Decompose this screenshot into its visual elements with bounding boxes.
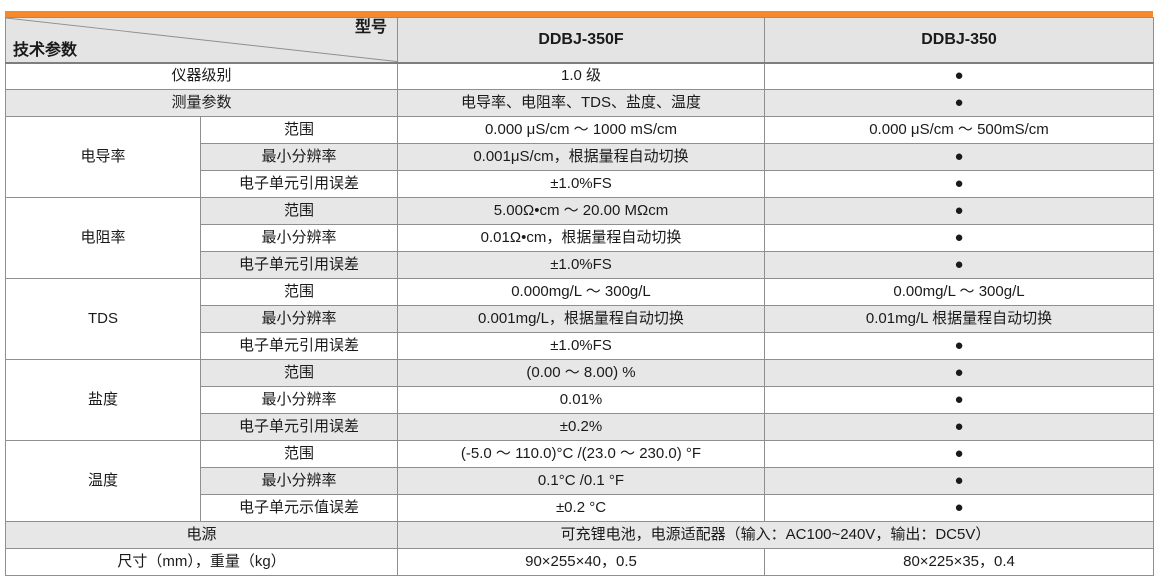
- value-ddbj-350f: 0.000 μS/cm ～ 1000 mS/cm: [397, 116, 765, 144]
- group-label-conductivity: 电导率: [5, 116, 201, 198]
- table-row: 盐度 范围 (0.00 ～ 8.00) % ●: [5, 359, 1154, 441]
- diagonal-divider: [6, 18, 393, 61]
- value-ddbj-350: 0.01mg/L 根据量程自动切换: [764, 305, 1154, 333]
- value-ddbj-350: 0.00mg/L ～ 300g/L: [764, 278, 1154, 306]
- value-ddbj-350f: 0.001mg/L，根据量程自动切换: [397, 305, 765, 333]
- value-ddbj-350f: (-5.0 ～ 110.0)°C /(23.0 ～ 230.0) °F: [397, 440, 765, 468]
- param-label: 电子单元引用误差: [200, 413, 398, 441]
- header-row: 型号 技术参数 DDBJ-350F DDBJ-350: [5, 17, 1154, 64]
- value-dot-ddbj-350: ●: [764, 359, 1154, 387]
- group-label-temperature: 温度: [5, 440, 201, 522]
- table-row-power: 电源 可充锂电池，电源适配器（输入：AC100~240V，输出：DC5V）: [5, 521, 1154, 549]
- model-header-ddbj-350: DDBJ-350: [764, 17, 1154, 64]
- value-dot-ddbj-350: ●: [764, 440, 1154, 468]
- value-ddbj-350f: 0.01%: [397, 386, 765, 414]
- table-row: 电导率 范围 0.000 μS/cm ～ 1000 mS/cm 0.000 μS…: [5, 116, 1154, 198]
- table-row-size-weight: 尺寸（mm），重量（kg） 90×255×40，0.5 80×225×35，0.…: [5, 548, 1154, 576]
- spec-table: 型号 技术参数 DDBJ-350F DDBJ-350 仪器级别 1.0 级 ● …: [5, 17, 1154, 576]
- value-ddbj-350f: 电导率、电阻率、TDS、盐度、温度: [397, 89, 765, 117]
- value-dot-ddbj-350: ●: [764, 386, 1154, 414]
- value-ddbj-350f: ±0.2%: [397, 413, 765, 441]
- size-value-ddbj-350: 80×225×35，0.4: [764, 548, 1154, 576]
- value-dot-ddbj-350: ●: [764, 197, 1154, 225]
- group-label-salinity: 盐度: [5, 359, 201, 441]
- value-dot-ddbj-350: ●: [764, 467, 1154, 495]
- table-row: 电子单元引用误差 ±0.2% ●: [6, 413, 1154, 441]
- param-label: 电子单元引用误差: [200, 332, 398, 360]
- table-row: TDS 范围 0.000mg/L ～ 300g/L 0.00mg/L ～ 300…: [5, 278, 1154, 360]
- value-dot-ddbj-350: ●: [764, 89, 1154, 117]
- table-row: 电子单元示值误差 ±0.2 °C ●: [6, 494, 1154, 522]
- param-label: 最小分辨率: [200, 305, 398, 333]
- accent-bar: [5, 11, 1153, 17]
- param-label: 范围: [200, 278, 398, 306]
- row-label: 测量参数: [5, 89, 398, 117]
- row-label: 仪器级别: [5, 62, 398, 90]
- value-dot-ddbj-350: ●: [764, 224, 1154, 252]
- table-row: 电子单元引用误差 ±1.0%FS ●: [6, 170, 1154, 198]
- param-label: 范围: [200, 440, 398, 468]
- value-ddbj-350f: (0.00 ～ 8.00) %: [397, 359, 765, 387]
- table-row-measured-params: 测量参数 电导率、电阻率、TDS、盐度、温度 ●: [5, 89, 1154, 117]
- table-row: 电子单元引用误差 ±1.0%FS ●: [6, 332, 1154, 360]
- group-label-resistivity: 电阻率: [5, 197, 201, 279]
- value-dot-ddbj-350: ●: [764, 251, 1154, 279]
- value-ddbj-350f: 0.01Ω•cm，根据量程自动切换: [397, 224, 765, 252]
- value-dot-ddbj-350: ●: [764, 494, 1154, 522]
- table-row: 最小分辨率 0.001mg/L，根据量程自动切换 0.01mg/L 根据量程自动…: [6, 305, 1154, 333]
- size-value-ddbj-350f: 90×255×40，0.5: [397, 548, 765, 576]
- param-label: 最小分辨率: [200, 467, 398, 495]
- value-ddbj-350f: ±1.0%FS: [397, 170, 765, 198]
- power-value: 可充锂电池，电源适配器（输入：AC100~240V，输出：DC5V）: [397, 521, 1154, 549]
- param-label: 最小分辨率: [200, 224, 398, 252]
- param-label: 电子单元示值误差: [200, 494, 398, 522]
- param-label: 范围: [200, 116, 398, 144]
- value-dot-ddbj-350: ●: [764, 413, 1154, 441]
- param-label: 范围: [200, 359, 398, 387]
- param-label: 最小分辨率: [200, 143, 398, 171]
- corner-label-tech-params: 技术参数: [13, 41, 78, 59]
- table-row-instrument-grade: 仪器级别 1.0 级 ●: [5, 62, 1154, 90]
- corner-header-cell: 型号 技术参数: [5, 17, 398, 64]
- value-dot-ddbj-350: ●: [764, 170, 1154, 198]
- row-label-size-weight: 尺寸（mm），重量（kg）: [5, 548, 398, 576]
- table-row: 温度 范围 (-5.0 ～ 110.0)°C /(23.0 ～ 230.0) °…: [5, 440, 1154, 522]
- model-header-ddbj-350f: DDBJ-350F: [397, 17, 765, 64]
- param-label: 电子单元引用误差: [200, 251, 398, 279]
- value-ddbj-350f: ±1.0%FS: [397, 332, 765, 360]
- value-ddbj-350: 0.000 μS/cm ～ 500mS/cm: [764, 116, 1154, 144]
- value-dot-ddbj-350: ●: [764, 143, 1154, 171]
- corner-label-model: 型号: [354, 19, 387, 36]
- param-label: 最小分辨率: [200, 386, 398, 414]
- value-ddbj-350f: 0.1°C /0.1 °F: [397, 467, 765, 495]
- table-row: 最小分辨率 0.1°C /0.1 °F ●: [6, 467, 1154, 495]
- table-row: 电子单元引用误差 ±1.0%FS ●: [6, 251, 1154, 279]
- row-label-power: 电源: [5, 521, 398, 549]
- param-label: 范围: [200, 197, 398, 225]
- group-label-tds: TDS: [5, 278, 201, 360]
- value-ddbj-350f: 1.0 级: [397, 62, 765, 90]
- value-ddbj-350f: 0.001μS/cm，根据量程自动切换: [397, 143, 765, 171]
- value-ddbj-350f: 0.000mg/L ～ 300g/L: [397, 278, 765, 306]
- value-ddbj-350f: ±1.0%FS: [397, 251, 765, 279]
- value-ddbj-350f: 5.00Ω•cm ～ 20.00 MΩcm: [397, 197, 765, 225]
- table-row: 最小分辨率 0.01% ●: [6, 386, 1154, 414]
- param-label: 电子单元引用误差: [200, 170, 398, 198]
- value-ddbj-350f: ±0.2 °C: [397, 494, 765, 522]
- table-row: 电阻率 范围 5.00Ω•cm ～ 20.00 MΩcm ●: [5, 197, 1154, 279]
- value-dot-ddbj-350: ●: [764, 332, 1154, 360]
- value-dot-ddbj-350: ●: [764, 62, 1154, 90]
